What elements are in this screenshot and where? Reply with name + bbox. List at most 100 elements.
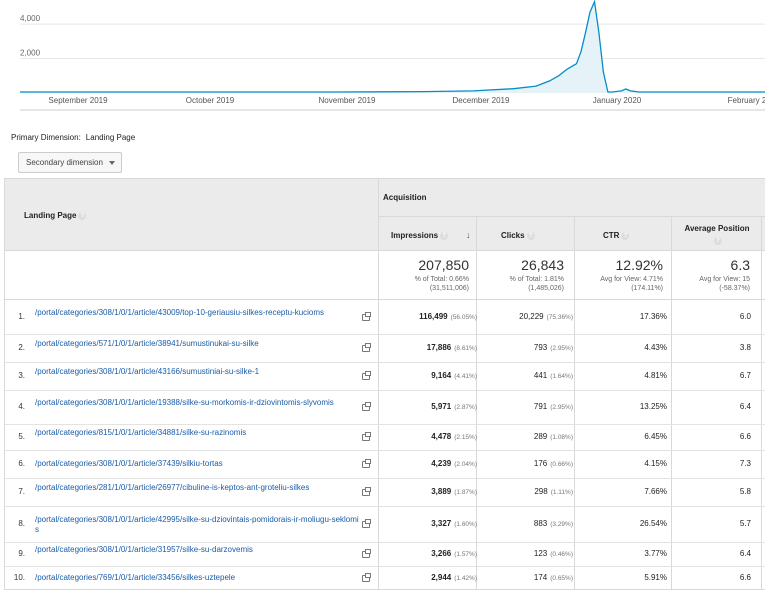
row-number: 6. — [18, 459, 25, 468]
total-impressions: 207,850 — [418, 257, 469, 273]
chart-area-fill — [20, 1, 765, 94]
open-external-icon[interactable] — [362, 487, 371, 496]
table-row: 2. /portal/categories/571/1/0/1/article/3… — [5, 334, 765, 363]
clicks-cell: 289 (1.08%) — [533, 432, 573, 441]
clicks-cell: 123 (0.46%) — [533, 549, 573, 558]
landing-page-link[interactable]: /portal/categories/308/1/0/1/article/193… — [35, 398, 334, 407]
landing-page-link[interactable]: /portal/categories/815/1/0/1/article/348… — [35, 428, 247, 437]
col-impressions[interactable]: Impressions? — [391, 231, 449, 240]
x-tick-label: October 2019 — [186, 96, 235, 105]
col-ctr[interactable]: CTR? — [603, 231, 630, 240]
impressions-cell: 9,164 (4.41%) — [431, 371, 477, 380]
table-row: 10. /portal/categories/769/1/0/1/article/… — [5, 566, 765, 590]
x-tick-label: December 2019 — [453, 96, 510, 105]
open-external-icon[interactable] — [362, 459, 371, 468]
open-external-icon[interactable] — [362, 402, 371, 411]
ctr-cell: 3.77% — [644, 549, 667, 558]
impressions-cell: 116,499 (56.05%) — [419, 312, 477, 321]
position-cell: 6.7 — [739, 371, 751, 380]
total-clicks-sub: % of Total: 1.81% (1,485,026) — [509, 276, 564, 292]
open-external-icon[interactable] — [362, 312, 371, 321]
table-row: 7. /portal/categories/281/1/0/1/article/2… — [5, 478, 765, 507]
landing-page-link[interactable]: /portal/categories/308/1/0/1/article/374… — [35, 459, 223, 468]
row-number: 4. — [18, 402, 25, 411]
secondary-dimension-label: Secondary dimension — [26, 158, 103, 167]
impressions-cell: 5,971 (2.87%) — [431, 402, 477, 411]
open-external-icon[interactable] — [362, 519, 371, 528]
landing-page-link[interactable]: /portal/categories/308/1/0/1/article/429… — [35, 515, 359, 534]
clicks-cell: 793 (2.95%) — [533, 343, 573, 352]
impressions-cell: 3,889 (1.87%) — [431, 487, 477, 496]
primary-dimension-value[interactable]: Landing Page — [85, 133, 136, 142]
primary-dimension-label: Primary Dimension: — [11, 133, 81, 142]
table-row: 5. /portal/categories/815/1/0/1/article/3… — [5, 424, 765, 451]
row-number: 8. — [18, 519, 25, 528]
y-tick-label: 4,000 — [20, 14, 41, 23]
clicks-cell: 883 (3.29%) — [533, 519, 573, 528]
help-icon[interactable]: ? — [714, 236, 722, 245]
impressions-cell: 3,266 (1.57%) — [431, 549, 477, 558]
col-landing-page[interactable]: Landing Page? — [24, 211, 87, 220]
position-cell: 6.6 — [739, 432, 751, 441]
table-row: 1. /portal/categories/308/1/0/1/article/4… — [5, 300, 765, 335]
landing-page-link[interactable]: /portal/categories/308/1/0/1/article/430… — [35, 308, 325, 317]
ctr-cell: 7.66% — [644, 487, 667, 496]
impressions-cell: 4,239 (2.04%) — [431, 459, 477, 468]
report-table: Landing Page? Acquisition Impressions? ↓… — [4, 178, 765, 590]
landing-page-link[interactable]: /portal/categories/308/1/0/1/article/319… — [35, 545, 253, 554]
total-clicks: 26,843 — [521, 257, 564, 273]
total-impressions-sub: % of Total: 0.66% (31,511,006) — [414, 276, 469, 292]
help-icon[interactable]: ? — [78, 211, 87, 220]
open-external-icon[interactable] — [362, 371, 371, 380]
total-position: 6.3 — [730, 257, 750, 273]
position-cell: 7.3 — [739, 459, 751, 468]
ctr-cell: 17.36% — [639, 312, 667, 321]
ctr-cell: 13.25% — [639, 402, 667, 411]
open-external-icon[interactable] — [362, 343, 371, 352]
sort-desc-icon[interactable]: ↓ — [466, 230, 471, 240]
x-tick-label: February 2 — [728, 96, 765, 105]
x-tick-label: January 2020 — [593, 96, 642, 105]
open-external-icon[interactable] — [362, 549, 371, 558]
col-average-position[interactable]: Average Position? — [684, 224, 750, 245]
ctr-cell: 4.43% — [644, 343, 667, 352]
landing-page-link[interactable]: /portal/categories/571/1/0/1/article/389… — [35, 339, 259, 348]
row-number: 10. — [13, 573, 25, 582]
chart-series-line — [20, 0, 765, 93]
position-cell: 5.7 — [739, 519, 751, 528]
landing-page-link[interactable]: /portal/categories/769/1/0/1/article/334… — [35, 573, 236, 582]
position-cell: 6.6 — [739, 573, 751, 582]
landing-page-link[interactable]: /portal/categories/281/1/0/1/article/269… — [35, 483, 310, 492]
table-row: 8. /portal/categories/308/1/0/1/article/4… — [5, 506, 765, 543]
landing-page-link[interactable]: /portal/categories/308/1/0/1/article/431… — [35, 367, 260, 376]
x-tick-label: September 2019 — [48, 96, 108, 105]
position-cell: 6.4 — [739, 402, 751, 411]
y-tick-label: 2,000 — [20, 49, 41, 58]
secondary-dimension-button[interactable]: Secondary dimension — [18, 152, 122, 173]
table-row: 3. /portal/categories/308/1/0/1/article/4… — [5, 362, 765, 391]
x-tick-label: November 2019 — [319, 96, 376, 105]
clicks-cell: 791 (2.95%) — [533, 402, 573, 411]
table-row: 9. /portal/categories/308/1/0/1/article/3… — [5, 542, 765, 567]
total-ctr: 12.92% — [615, 257, 663, 273]
open-external-icon[interactable] — [362, 573, 371, 582]
position-cell: 6.0 — [739, 312, 751, 321]
help-icon[interactable]: ? — [526, 231, 535, 240]
help-icon[interactable]: ? — [621, 231, 630, 240]
primary-dimension: Primary Dimension: Landing Page — [11, 133, 135, 142]
impressions-cell: 3,327 (1.60%) — [431, 519, 477, 528]
open-external-icon[interactable] — [362, 432, 371, 441]
help-icon[interactable]: ? — [440, 231, 449, 240]
sessions-area-chart: 4,000 2,000 September 2019 October 2019 Nov… — [20, 0, 765, 111]
row-number: 9. — [18, 549, 25, 558]
row-number: 2. — [18, 343, 25, 352]
position-cell: 5.8 — [739, 487, 751, 496]
ctr-cell: 4.81% — [644, 371, 667, 380]
landing-header-cell[interactable] — [5, 179, 378, 250]
impressions-cell: 4,478 (2.15%) — [431, 432, 477, 441]
total-position-sub: Avg for View: 15 (-58.37%) — [699, 276, 750, 292]
dropdown-caret-icon — [109, 161, 115, 165]
row-number: 3. — [18, 371, 25, 380]
impressions-cell: 17,886 (8.61%) — [426, 343, 477, 352]
col-clicks[interactable]: Clicks? — [501, 231, 535, 240]
